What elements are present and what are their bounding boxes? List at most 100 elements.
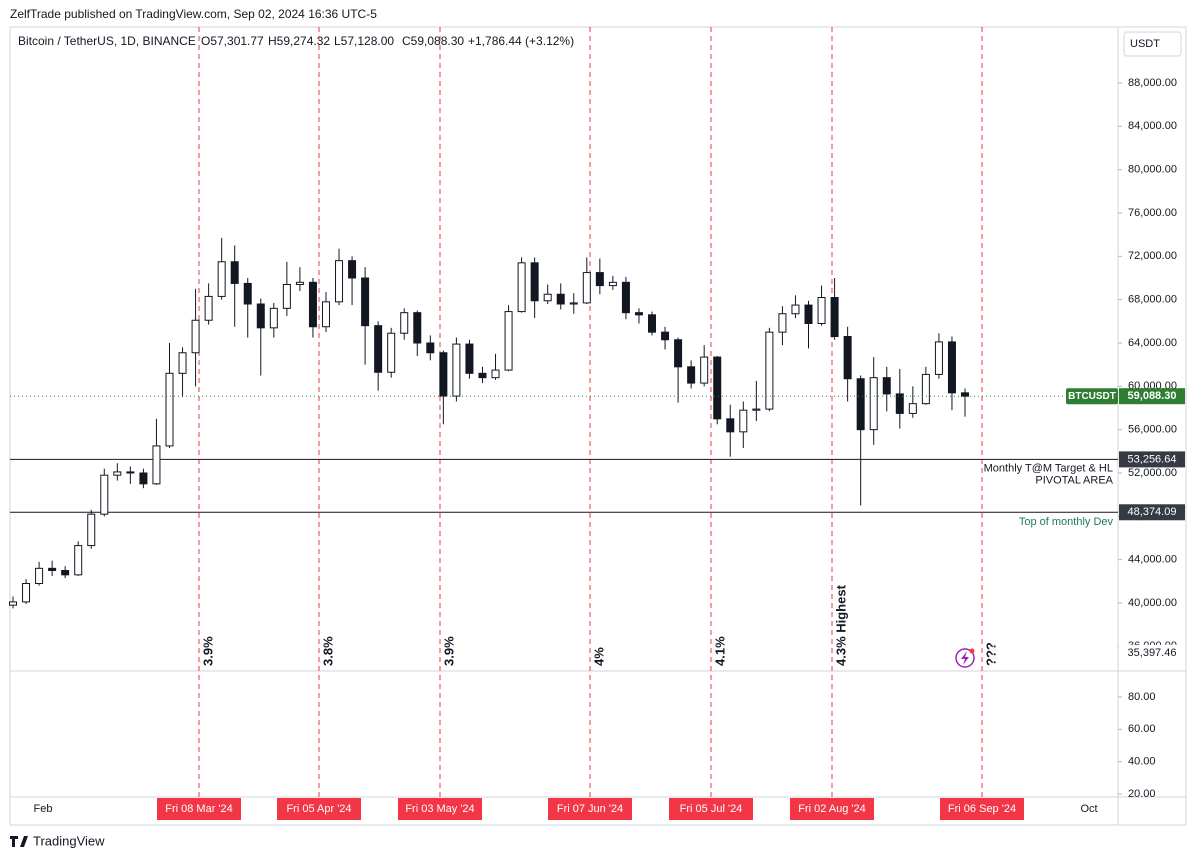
candle-body bbox=[413, 312, 422, 344]
close: C59,088.30 bbox=[402, 34, 464, 48]
candle-body bbox=[452, 343, 461, 397]
candle-body bbox=[22, 582, 31, 603]
scale-marker: 35,397.46 bbox=[1128, 647, 1177, 659]
event-date: Fri 02 Aug '24 bbox=[798, 803, 866, 815]
candle-body bbox=[726, 418, 735, 433]
candle-body bbox=[439, 352, 448, 397]
level-note: PIVOTAL AREA bbox=[1035, 474, 1113, 486]
candle-body bbox=[478, 372, 487, 379]
candle-body bbox=[530, 262, 539, 302]
scale-marker-box bbox=[1119, 644, 1185, 661]
candle-body bbox=[921, 373, 930, 405]
candle-body bbox=[778, 313, 787, 333]
candle-body bbox=[217, 261, 226, 297]
candle-body bbox=[204, 295, 213, 321]
candle-body bbox=[908, 403, 917, 414]
candle-body bbox=[165, 372, 174, 447]
candle-body bbox=[543, 293, 552, 302]
candle-body bbox=[191, 319, 200, 354]
event-date: Fri 06 Sep '24 bbox=[948, 803, 1016, 815]
candle-body bbox=[87, 513, 96, 547]
event-date-box bbox=[940, 798, 1024, 820]
candle-body bbox=[178, 352, 187, 374]
publisher: ZelfTrade published on TradingView.com, … bbox=[10, 7, 377, 21]
change: +1,786.44 (+3.12%) bbox=[468, 34, 574, 48]
last-price-name-box bbox=[1066, 388, 1118, 405]
y-tick-label: 44,000.00 bbox=[1128, 554, 1177, 566]
last-price-box bbox=[1119, 388, 1185, 405]
low: L57,128.00 bbox=[334, 34, 394, 48]
candle-body bbox=[387, 332, 396, 373]
candle-body bbox=[426, 342, 435, 354]
candle-body bbox=[661, 331, 670, 341]
candle-body bbox=[687, 366, 696, 384]
alert-bolt[interactable] bbox=[961, 651, 969, 665]
event-annotation: 3.9% bbox=[441, 636, 456, 666]
level-label-box bbox=[1119, 451, 1185, 468]
event-annotation: 3.9% bbox=[200, 636, 215, 666]
candle-body bbox=[504, 311, 513, 371]
event-date-box bbox=[548, 798, 632, 820]
y-tick-label: 88,000.00 bbox=[1128, 77, 1177, 89]
last-price-label: 59,088.30 bbox=[1128, 390, 1177, 402]
candle-body bbox=[961, 392, 969, 397]
candle-body bbox=[243, 282, 252, 305]
candle-body bbox=[126, 471, 135, 474]
candle-body bbox=[400, 312, 409, 334]
candle-body bbox=[817, 296, 826, 324]
alert-dot[interactable] bbox=[969, 648, 975, 654]
candle-body bbox=[595, 272, 604, 287]
y-tick-label: 52,000.00 bbox=[1128, 467, 1177, 479]
candle-body bbox=[113, 471, 122, 476]
candle-body bbox=[9, 601, 17, 606]
alert-icon[interactable] bbox=[955, 648, 975, 668]
candle-body bbox=[895, 393, 904, 414]
candle-body bbox=[256, 303, 265, 329]
candle-body bbox=[856, 378, 865, 431]
event-annotation: ??? bbox=[983, 642, 998, 666]
candle-body bbox=[556, 293, 565, 305]
candle-body bbox=[648, 314, 657, 333]
candle-body bbox=[152, 445, 161, 485]
event-annotation: 4.1% bbox=[712, 636, 727, 666]
candle-body bbox=[713, 356, 722, 420]
currency-button[interactable] bbox=[1123, 31, 1182, 57]
event-date-box bbox=[277, 798, 361, 820]
y-tick-label: 40.00 bbox=[1128, 756, 1156, 768]
event-date: Fri 03 May '24 bbox=[405, 803, 474, 815]
high: H59,274.32 bbox=[268, 34, 330, 48]
event-date-box bbox=[157, 798, 241, 820]
candle-body bbox=[321, 301, 330, 328]
logo-mark bbox=[10, 836, 28, 847]
candle-body bbox=[374, 325, 383, 373]
y-tick-label: 76,000.00 bbox=[1128, 207, 1177, 219]
y-tick-label: 60.00 bbox=[1128, 723, 1156, 735]
candle-body bbox=[804, 304, 813, 324]
candle-body bbox=[700, 356, 709, 384]
candle-body bbox=[869, 377, 878, 431]
candle-body bbox=[74, 545, 83, 576]
y-tick-label: 68,000.00 bbox=[1128, 294, 1177, 306]
candle-body bbox=[335, 260, 344, 303]
y-tick-label: 84,000.00 bbox=[1128, 120, 1177, 132]
event-annotation: 3.8% bbox=[320, 636, 335, 666]
candle-body bbox=[517, 262, 526, 313]
level-label-box bbox=[1119, 504, 1185, 521]
candle-body bbox=[100, 474, 109, 515]
candle-body bbox=[48, 567, 57, 571]
candle-body bbox=[491, 369, 500, 379]
event-date-box bbox=[398, 798, 482, 820]
footer-text: TradingView bbox=[33, 833, 105, 848]
candle-body bbox=[282, 283, 291, 309]
event-date: Fri 05 Jul '24 bbox=[680, 803, 743, 815]
candle-body bbox=[569, 302, 578, 305]
y-tick-label: 80.00 bbox=[1128, 691, 1156, 703]
y-tick-label: 56,000.00 bbox=[1128, 424, 1177, 436]
currency[interactable]: USDT bbox=[1130, 38, 1160, 50]
candle-body bbox=[739, 409, 748, 433]
level-note: Monthly T@M Target & HL bbox=[984, 462, 1113, 474]
event-annotation: 4% bbox=[591, 647, 606, 666]
candle-body bbox=[634, 312, 643, 316]
